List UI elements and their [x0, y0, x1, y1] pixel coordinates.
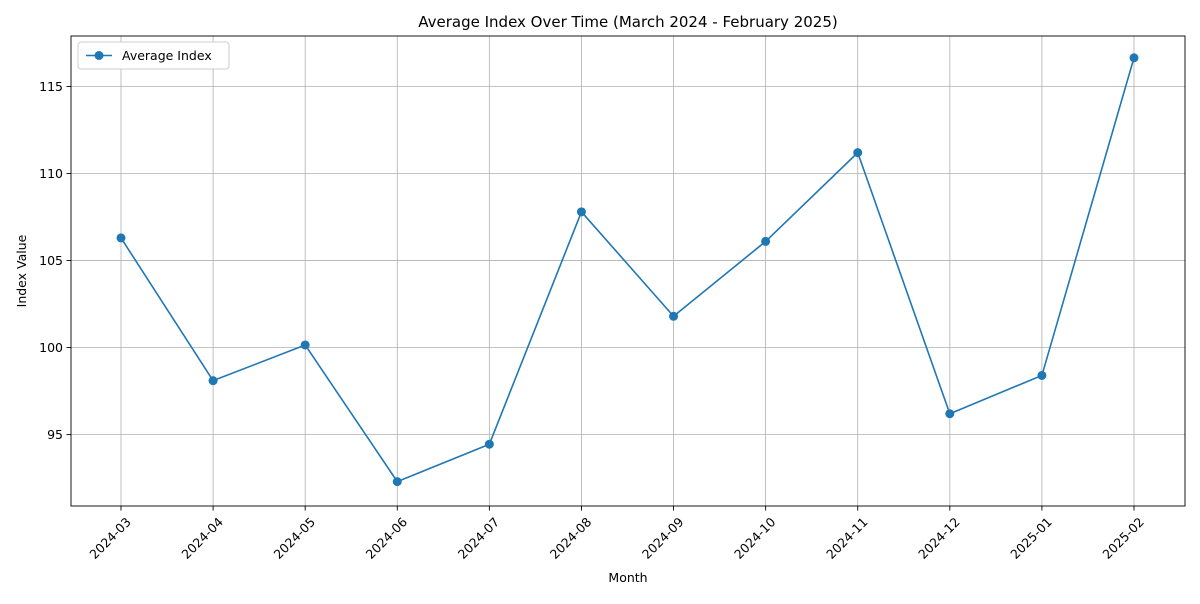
series-line: [120, 57, 1135, 483]
data-point: [1129, 53, 1139, 63]
legend-entry-label: Average Index: [122, 48, 212, 63]
data-point: [484, 439, 494, 449]
legend-marker-sample: [94, 51, 104, 60]
x-axis-label: Month: [608, 570, 647, 585]
data-point: [669, 311, 679, 321]
legend-box: [77, 41, 230, 70]
y-axis-label: Index Value: [14, 234, 29, 307]
data-point: [576, 207, 586, 217]
y-tick-label: 95: [47, 427, 63, 442]
grid-lines: [71, 36, 1185, 506]
data-point: [392, 477, 402, 487]
series-layer: [116, 53, 1139, 487]
y-tick-label: 115: [39, 79, 63, 94]
data-point: [853, 148, 863, 158]
chart-title: Average Index Over Time (March 2024 - Fe…: [418, 13, 837, 31]
plot-area-background: [71, 36, 1185, 506]
y-tick-label: 110: [39, 166, 63, 181]
data-point: [208, 376, 218, 386]
legend: Average Index: [77, 41, 230, 70]
data-point: [116, 233, 126, 243]
plot-frame: [70, 35, 1186, 507]
data-point: [1037, 370, 1047, 380]
y-tick-label: 100: [39, 340, 63, 355]
y-tick-label: 105: [39, 253, 63, 268]
data-point: [945, 409, 955, 419]
data-point: [761, 236, 771, 246]
data-point: [300, 340, 310, 350]
